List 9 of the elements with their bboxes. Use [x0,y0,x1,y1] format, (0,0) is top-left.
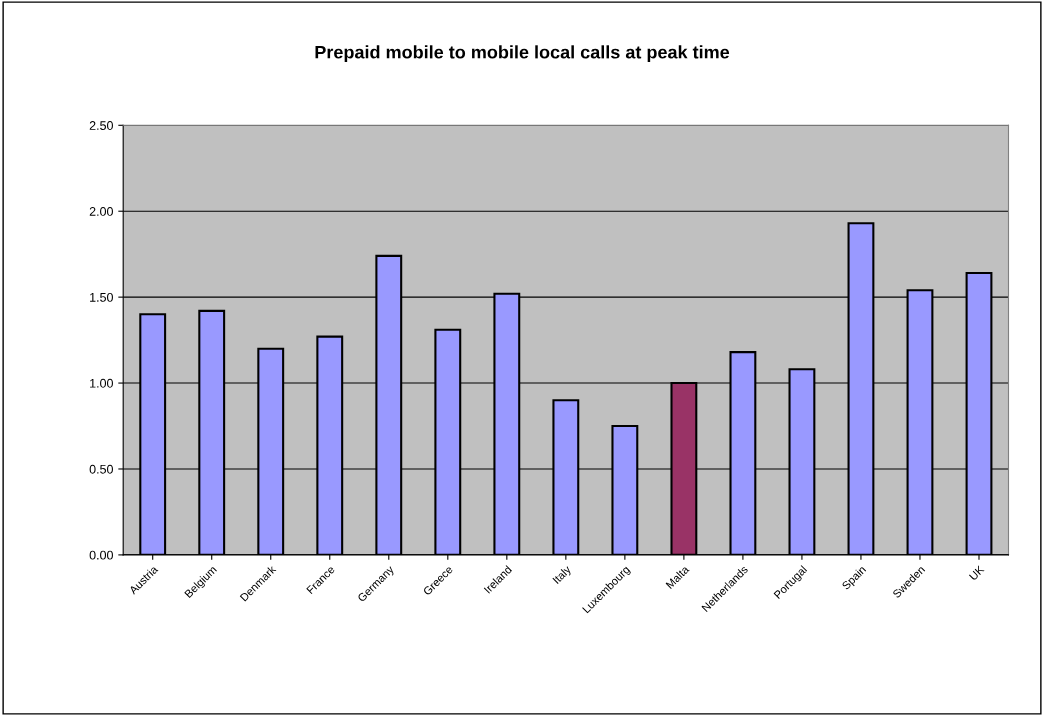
y-tick-label: 1.00 [90,378,113,388]
y-tick-label: 2.50 [89,121,113,130]
chart-title: Prepaid mobile to mobile local calls at peak time [315,45,730,63]
x-tick-label: Italy [552,564,574,586]
y-tick-label: 2.00 [89,207,113,216]
x-tick-label: UK [968,565,985,581]
y-tick-label: 0.00 [89,550,113,560]
y-tick-label: 1.50 [90,292,113,302]
y-tick-label: 0.50 [89,464,113,474]
